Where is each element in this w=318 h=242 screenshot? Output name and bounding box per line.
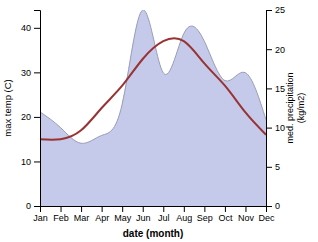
tick: 20: [21, 112, 40, 122]
tick-mark: [245, 206, 246, 212]
tick: Nov: [238, 206, 255, 223]
tick: Dec: [258, 206, 275, 223]
x-axis-title: date (month): [123, 228, 184, 239]
tick-mark: [266, 88, 272, 89]
tick-label: Aug: [176, 213, 192, 223]
tick-mark: [34, 206, 40, 207]
tick-label: Jan: [33, 213, 48, 223]
tick-label: 10: [21, 157, 31, 167]
tick-label: 10: [275, 123, 285, 133]
x-axis: Jan Feb Mar Apr May Jun Jul Aug Sep Oct NovDec: [33, 206, 275, 223]
y2-axis: 0 5 10 15 20 25: [266, 5, 285, 211]
tick-label: 0: [275, 201, 280, 211]
tick-label: 20: [275, 45, 285, 55]
tick-mark: [34, 161, 40, 162]
y2-axis-title-line: (kg/m2): [296, 93, 306, 124]
tick: Jan: [33, 206, 48, 223]
tick: 15: [266, 84, 285, 94]
tick-label: 0: [26, 201, 31, 211]
tick-label: Dec: [258, 213, 275, 223]
axis-line: [41, 207, 267, 213]
tick-mark: [34, 117, 40, 118]
tick-label: 25: [275, 5, 285, 15]
tick: Apr: [95, 206, 109, 223]
tick-label: 15: [275, 84, 285, 94]
tick: 20: [266, 45, 285, 55]
area-edge: [40, 10, 266, 143]
tick: 5: [266, 162, 280, 172]
tick: 0: [26, 201, 40, 211]
tick-mark: [266, 167, 272, 168]
tick: Feb: [53, 206, 69, 223]
tick: Jul: [158, 206, 170, 223]
tick-mark: [266, 206, 272, 207]
area: [40, 10, 266, 206]
y-axis-title: max temp (C): [2, 79, 13, 137]
tick: 25: [266, 5, 285, 15]
plot: JanFebMarAprMayJunJulAugSepOctNovDec0102…: [21, 5, 285, 223]
line: [40, 38, 266, 140]
tick: Sep: [197, 206, 213, 223]
tick-label: May: [114, 213, 132, 223]
tick-mark: [122, 206, 123, 212]
tick-label: 20: [21, 112, 31, 122]
tick-label: Nov: [238, 213, 255, 223]
tick-label: Jul: [158, 213, 170, 223]
tick: Jun: [136, 206, 151, 223]
tick: 10: [266, 123, 285, 133]
tick-mark: [61, 206, 62, 212]
tick: May: [114, 206, 132, 223]
tick-label: Oct: [218, 213, 233, 223]
tick-mark: [266, 10, 272, 11]
marks: [40, 10, 266, 206]
tick-mark: [34, 28, 40, 29]
tick-label: 30: [21, 68, 31, 78]
axis-line: [34, 11, 41, 207]
y2-axis-title: med. precipitation(kg/m2): [285, 72, 306, 143]
tick-mark: [204, 206, 205, 212]
tick-label: Mar: [74, 213, 90, 223]
tick-mark: [81, 206, 82, 212]
tick: 40: [21, 23, 40, 33]
tick-mark: [143, 206, 144, 212]
tick-label: Apr: [95, 213, 109, 223]
tick-mark: [102, 206, 103, 212]
tick-label: 40: [21, 23, 31, 33]
axis-line: [267, 11, 273, 207]
tick-label: Feb: [53, 213, 69, 223]
y-axis: 0 10 20 30 40: [21, 11, 41, 212]
tick-label: Sep: [197, 213, 213, 223]
tick: Aug: [176, 206, 192, 223]
tick-mark: [266, 49, 272, 50]
tick: 30: [21, 68, 40, 78]
tick-mark: [266, 128, 272, 129]
tick-mark: [34, 72, 40, 73]
tick: 10: [21, 157, 40, 167]
tick: 0: [266, 201, 280, 211]
tick: Oct: [218, 206, 233, 223]
tick-label: 5: [275, 162, 280, 172]
y2-axis-title-line: med. precipitation: [285, 72, 295, 143]
tick-mark: [184, 206, 185, 212]
tick: Mar: [74, 206, 90, 223]
tick-label: Jun: [136, 213, 151, 223]
tick-mark: [225, 206, 226, 212]
chart: JanFebMarAprMayJunJulAugSepOctNovDec0102…: [0, 0, 318, 242]
tick-mark: [163, 206, 164, 212]
